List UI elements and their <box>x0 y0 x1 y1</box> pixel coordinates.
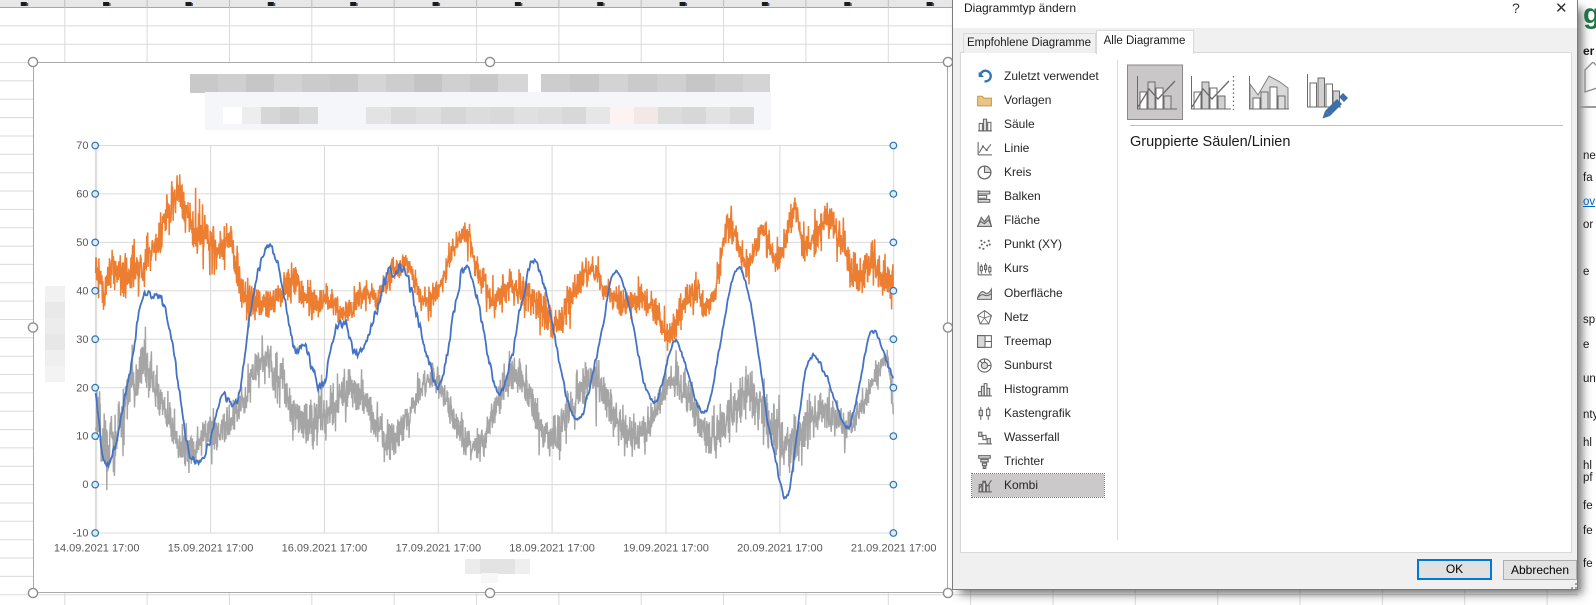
svg-text:0: 0 <box>82 479 88 491</box>
svg-text:20.09.2021 17:00: 20.09.2021 17:00 <box>737 543 823 555</box>
svg-text:17.09.2021 17:00: 17.09.2021 17:00 <box>395 543 481 555</box>
svg-text:18.09.2021 17:00: 18.09.2021 17:00 <box>509 543 595 555</box>
svg-text:10: 10 <box>76 431 88 443</box>
svg-text:15.09.2021 17:00: 15.09.2021 17:00 <box>168 543 254 555</box>
svg-text:14.09.2021 17:00: 14.09.2021 17:00 <box>54 543 140 555</box>
svg-text:16.09.2021 17:00: 16.09.2021 17:00 <box>282 543 368 555</box>
svg-text:40: 40 <box>76 285 88 297</box>
svg-text:50: 50 <box>76 237 88 249</box>
svg-text:-10: -10 <box>73 528 89 540</box>
svg-text:60: 60 <box>76 189 88 201</box>
svg-text:19.09.2021 17:00: 19.09.2021 17:00 <box>623 543 709 555</box>
svg-text:21.09.2021 17:00: 21.09.2021 17:00 <box>851 543 937 555</box>
svg-text:30: 30 <box>76 334 88 346</box>
svg-text:20: 20 <box>76 382 88 394</box>
svg-text:70: 70 <box>76 140 88 152</box>
